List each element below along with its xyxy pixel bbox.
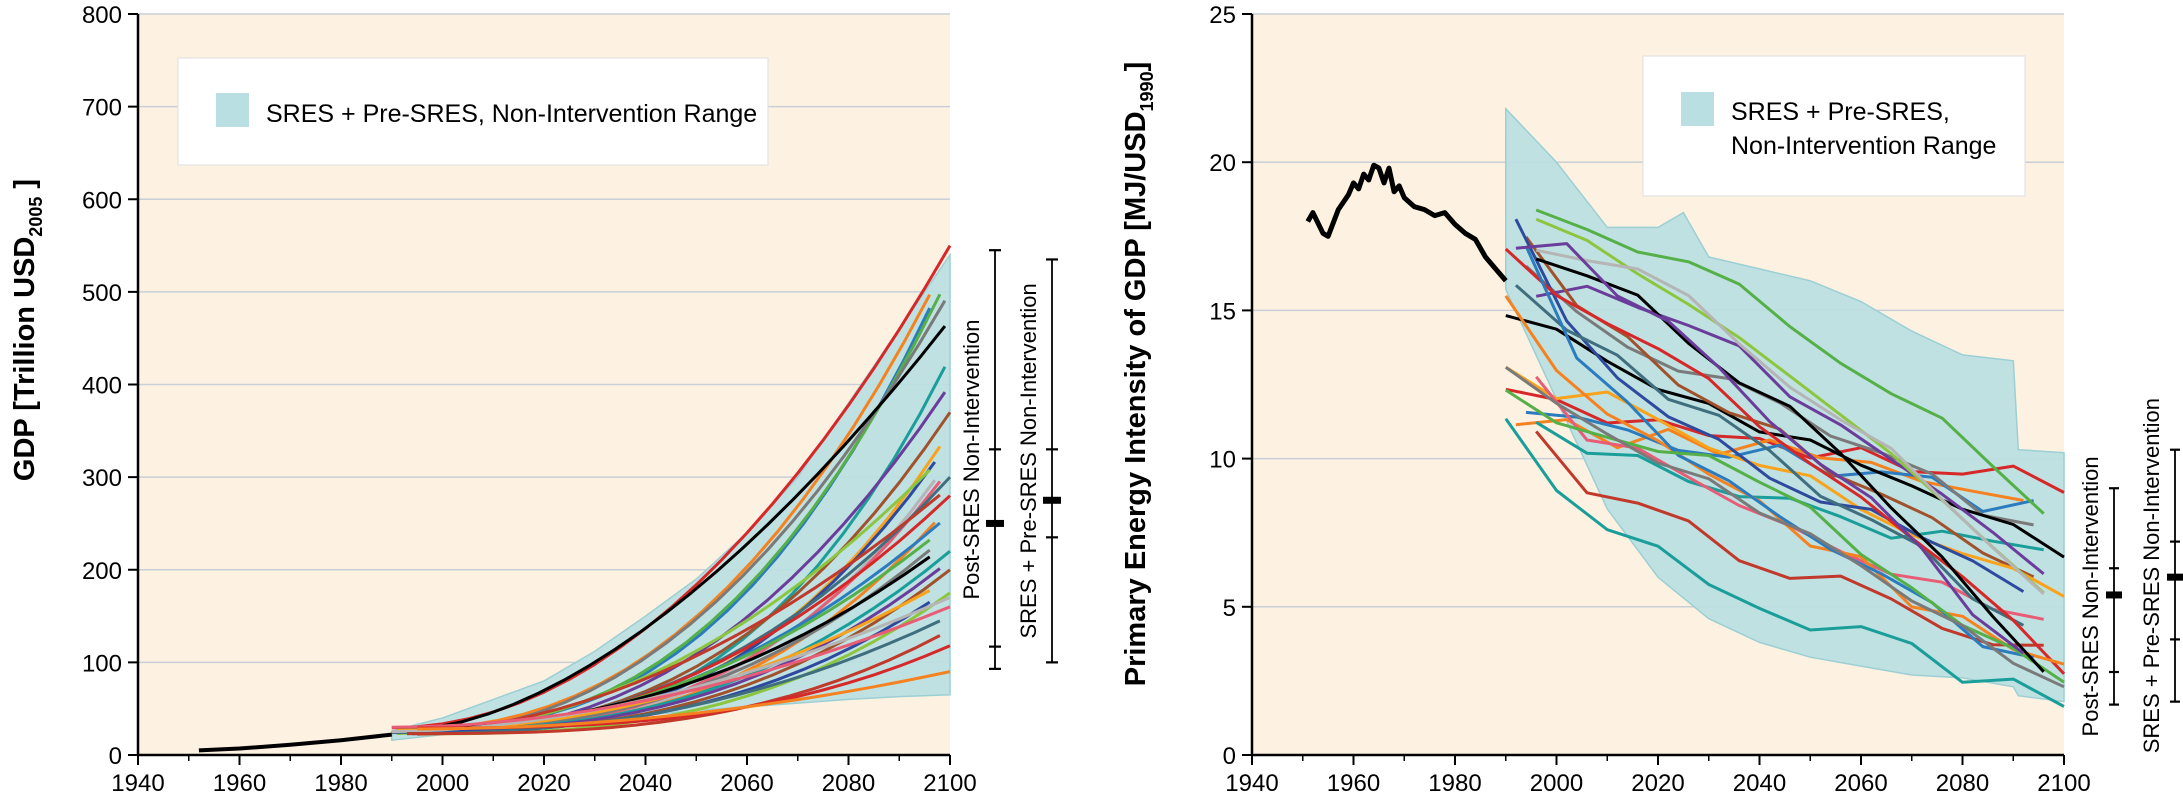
energy-legend-label-line1: SRES + Pre-SRES,	[1731, 98, 1950, 126]
energy-scenario-line	[1535, 430, 2044, 647]
energy-scenario-line	[1535, 257, 2045, 673]
energy-x-tick-label: 2020	[1631, 770, 1684, 797]
energy-scenario-line	[1504, 247, 2066, 675]
gdp-x-ticks: 1940 1960 1980 2000 2020 2040 2060 2080 2100	[111, 755, 977, 797]
gdp-scenario-line	[391, 605, 951, 729]
gdp-x-tick-label: 1940	[111, 770, 164, 797]
energy-y-axis-label-end: ]	[1120, 62, 1152, 72]
energy-scenario-line	[1535, 284, 2045, 576]
gdp-range-marker-label: Post-SRES Non-Intervention	[959, 320, 984, 600]
gdp-historical-path	[198, 732, 393, 753]
gdp-y-ticks: 0 100 200 300 400 500 600 700 800	[82, 2, 138, 770]
energy-y-tick-label: 25	[1209, 2, 1236, 29]
gdp-scenario-line	[406, 619, 941, 736]
energy-historical-line	[1305, 162, 1508, 283]
gdp-range-marker-label: SRES + Pre-SRES Non-Intervention	[1016, 283, 1041, 638]
gdp-y-axis-label: GDP [Trillion USD2005 ]	[9, 179, 46, 481]
energy-scenario-line	[1514, 218, 2025, 593]
energy-historical-path	[1305, 162, 1508, 283]
gdp-scenario-lines	[391, 244, 952, 736]
energy-scenario-line	[1504, 366, 2065, 689]
energy-range-marker-label: Post-SRES Non-Intervention	[2078, 456, 2103, 736]
energy-y-tick-label: 10	[1209, 447, 1236, 474]
gdp-x-tick-label: 1960	[213, 770, 266, 797]
energy-scenario-line	[1524, 245, 2034, 659]
gdp-y-axis-label-main: GDP [Trillion USD	[9, 237, 41, 481]
gdp-x-tick-label: 1980	[314, 770, 367, 797]
energy-x-tick-label: 1980	[1428, 770, 1481, 797]
energy-legend-label-line2: Non-Intervention Range	[1731, 132, 1996, 160]
gdp-historical-line	[198, 732, 393, 753]
energy-y-axis-label-main: Primary Energy Intensity of GDP [MJ/USD	[1120, 111, 1152, 686]
energy-x-tick-label: 1940	[1225, 770, 1278, 797]
gdp-x-tick-label: 2040	[619, 770, 672, 797]
gdp-y-tick-label: 700	[82, 95, 122, 122]
gdp-x-tick-label: 2060	[720, 770, 773, 797]
energy-range-marker-median	[2106, 591, 2122, 599]
gdp-legend: SRES + Pre-SRES, Non-Intervention Range	[177, 57, 769, 166]
energy-x-ticks: 1940 1960 1980 2000 2020 2040 2060 2080 2100	[1225, 755, 2091, 797]
gdp-chart: 0 100 200 300 400 500 600 700 800 1940 1960 1980 20…	[9, 2, 1061, 797]
energy-x-tick-label: 1960	[1327, 770, 1380, 797]
gdp-range-markers: Post-SRES Non-Intervention SRES + Pre-SRE…	[959, 249, 1061, 670]
energy-y-tick-label: 5	[1223, 595, 1236, 622]
energy-y-axis-label: Primary Energy Intensity of GDP [MJ/USD1…	[1120, 62, 1157, 687]
energy-range-markers: Post-SRES Non-Intervention SRES + Pre-SRE…	[2078, 398, 2183, 753]
energy-scenario-line	[1535, 248, 2045, 596]
energy-range-marker-label: SRES + Pre-SRES Non-Intervention	[2139, 398, 2164, 753]
energy-y-ticks: 0 5 10 15 20 25	[1209, 2, 1252, 770]
energy-y-tick-label: 20	[1209, 150, 1236, 177]
gdp-gridlines	[138, 13, 950, 664]
energy-scenario-line	[1504, 388, 2065, 684]
energy-intensity-chart: 0 5 10 15 20 25 1940 1960 1980 2000 2020 2040 2060 2…	[1120, 2, 2183, 797]
gdp-y-tick-label: 600	[82, 187, 122, 214]
gdp-y-tick-label: 300	[82, 465, 122, 492]
gdp-range-marker-median	[1043, 496, 1061, 504]
gdp-scenario-line	[417, 670, 951, 731]
energy-x-tick-label: 2040	[1733, 770, 1786, 797]
gdp-y-tick-label: 400	[82, 373, 122, 400]
energy-x-tick-label: 2080	[1936, 770, 1989, 797]
gdp-legend-box	[177, 57, 769, 166]
gdp-legend-label: SRES + Pre-SRES, Non-Intervention Range	[266, 100, 757, 128]
gdp-x-tick-label: 2080	[822, 770, 875, 797]
gdp-x-tick-label: 2020	[517, 770, 570, 797]
energy-x-tick-label: 2060	[1834, 770, 1887, 797]
gdp-legend-swatch	[216, 93, 249, 127]
gdp-scenario-line	[411, 325, 947, 731]
gdp-x-tick-label: 2000	[416, 770, 469, 797]
energy-x-tick-label: 2100	[2037, 770, 2090, 797]
energy-y-tick-label: 0	[1223, 743, 1236, 770]
energy-scenario-line	[1514, 284, 2025, 627]
energy-scenario-line	[1515, 242, 2025, 655]
energy-scenario-line	[1535, 208, 2045, 515]
energy-legend: SRES + Pre-SRES, Non-Intervention Range	[1642, 55, 2026, 197]
energy-scenario-line	[1504, 417, 2065, 708]
energy-x-tick-label: 2000	[1530, 770, 1583, 797]
energy-legend-swatch	[1681, 92, 1714, 126]
gdp-range-marker-median	[986, 519, 1004, 527]
energy-scenario-line	[1515, 418, 2024, 502]
gdp-y-tick-label: 0	[109, 743, 122, 770]
energy-scenario-lines	[1504, 208, 2066, 708]
gdp-scenario-line	[407, 634, 941, 736]
gdp-y-tick-label: 100	[82, 650, 122, 677]
energy-y-tick-label: 15	[1209, 298, 1236, 325]
gdp-y-axis-label-end: ]	[9, 179, 41, 197]
gdp-y-tick-label: 200	[82, 558, 122, 585]
gdp-y-tick-label: 800	[82, 2, 122, 29]
gdp-y-axis-label-sub: 2005	[26, 197, 46, 237]
energy-y-axis-label-sub: 1990	[1137, 71, 1157, 111]
energy-range-marker-median	[2167, 573, 2183, 581]
gdp-x-tick-label: 2100	[923, 770, 976, 797]
energy-scenario-line	[1505, 365, 2065, 598]
gdp-y-tick-label: 500	[82, 280, 122, 307]
